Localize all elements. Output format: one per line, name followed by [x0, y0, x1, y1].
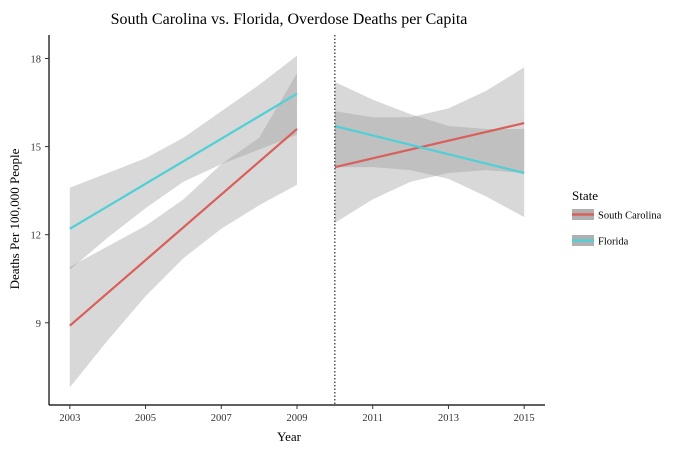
legend-item-florida: Florida [572, 235, 629, 248]
x-tick-label: 2011 [362, 413, 383, 424]
x-tick-label: 2015 [514, 413, 535, 424]
series-line-florida-2 [334, 124, 525, 175]
y-tick-label: 9 [36, 319, 41, 330]
series-lines [69, 92, 525, 327]
x-tick-label: 2007 [211, 413, 232, 424]
y-tick-label: 12 [31, 231, 42, 242]
axis-ticks: 2003 2005 2007 2009 2011 2013 2015 9 12 15 18 [31, 54, 535, 424]
confidence-band-florida-1 [69, 55, 297, 270]
x-tick-label: 2003 [59, 413, 80, 424]
legend-item-south-carolina: South Carolina [572, 209, 662, 222]
x-tick-label: 2005 [135, 413, 156, 424]
legend: State South Carolina Florida [572, 188, 662, 248]
series-line-south-carolina-2 [334, 122, 525, 169]
legend-label: South Carolina [598, 211, 662, 222]
legend-title: State [572, 188, 598, 203]
x-tick-label: 2009 [287, 413, 308, 424]
chart-title: South Carolina vs. Florida, Overdose Dea… [111, 11, 468, 28]
confidence-bands [69, 55, 525, 388]
y-tick-label: 18 [31, 54, 42, 65]
series-line-south-carolina-1 [69, 128, 298, 327]
confidence-band-south-carolina-1 [69, 73, 297, 388]
legend-label: Florida [598, 237, 629, 248]
series-line-florida-1 [69, 92, 298, 230]
x-tick-label: 2013 [438, 413, 459, 424]
x-axis-title: Year [277, 429, 302, 444]
y-axis-title: Deaths Per 100,000 People [7, 148, 22, 289]
y-tick-label: 15 [31, 143, 42, 154]
